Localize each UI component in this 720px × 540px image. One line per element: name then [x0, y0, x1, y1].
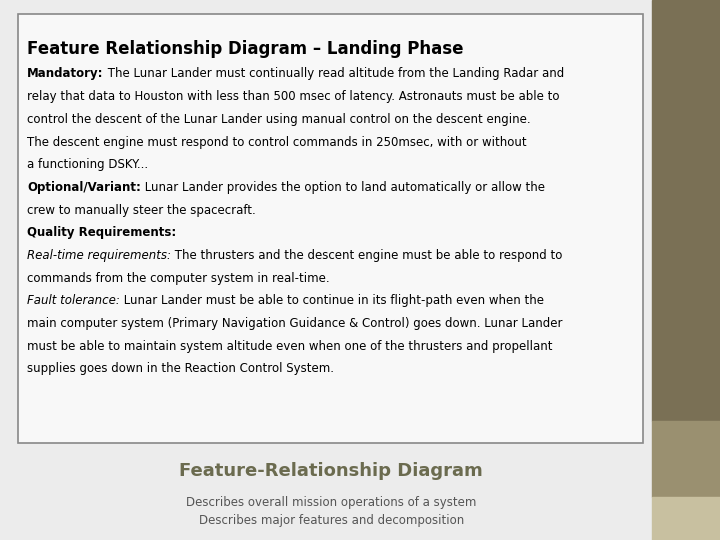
Text: Fault tolerance:: Fault tolerance: [27, 294, 120, 307]
Bar [652, 497, 720, 540]
Text: Mandatory:: Mandatory: [27, 68, 104, 80]
Text: Lunar Lander must be able to continue in its flight-path even when the: Lunar Lander must be able to continue in… [120, 294, 544, 307]
Text: must be able to maintain system altitude even when one of the thrusters and prop: must be able to maintain system altitude… [27, 340, 553, 353]
Text: Feature Relationship Diagram – Landing Phase: Feature Relationship Diagram – Landing P… [27, 40, 464, 58]
Text: Real-time requirements:: Real-time requirements: [27, 249, 171, 262]
Text: Describes overall mission operations of a system: Describes overall mission operations of … [186, 496, 477, 509]
Text: Feature-Relationship Diagram: Feature-Relationship Diagram [179, 462, 483, 480]
Text: Optional/Variant:: Optional/Variant: [27, 181, 141, 194]
Text: Describes major features and decomposition: Describes major features and decompositi… [199, 514, 464, 527]
Text: Quality Requirements:: Quality Requirements: [27, 226, 176, 239]
Bar [652, 0, 720, 421]
Text: The Lunar Lander must continually read altitude from the Landing Radar and: The Lunar Lander must continually read a… [104, 68, 564, 80]
Text: main computer system (Primary Navigation Guidance & Control) goes down. Lunar La: main computer system (Primary Navigation… [27, 317, 563, 330]
Text: The thrusters and the descent engine must be able to respond to: The thrusters and the descent engine mus… [171, 249, 563, 262]
Text: supplies goes down in the Reaction Control System.: supplies goes down in the Reaction Contr… [27, 362, 334, 375]
Text: control the descent of the Lunar Lander using manual control on the descent engi: control the descent of the Lunar Lander … [27, 113, 531, 126]
Bar [652, 421, 720, 497]
FancyBboxPatch shape [18, 14, 643, 443]
Text: Lunar Lander provides the option to land automatically or allow the: Lunar Lander provides the option to land… [141, 181, 545, 194]
Text: The descent engine must respond to control commands in 250msec, with or without: The descent engine must respond to contr… [27, 136, 527, 148]
Text: commands from the computer system in real-time.: commands from the computer system in rea… [27, 272, 330, 285]
Text: crew to manually steer the spacecraft.: crew to manually steer the spacecraft. [27, 204, 256, 217]
Text: relay that data to Houston with less than 500 msec of latency. Astronauts must b: relay that data to Houston with less tha… [27, 90, 560, 103]
Text: a functioning DSKY...: a functioning DSKY... [27, 158, 148, 171]
